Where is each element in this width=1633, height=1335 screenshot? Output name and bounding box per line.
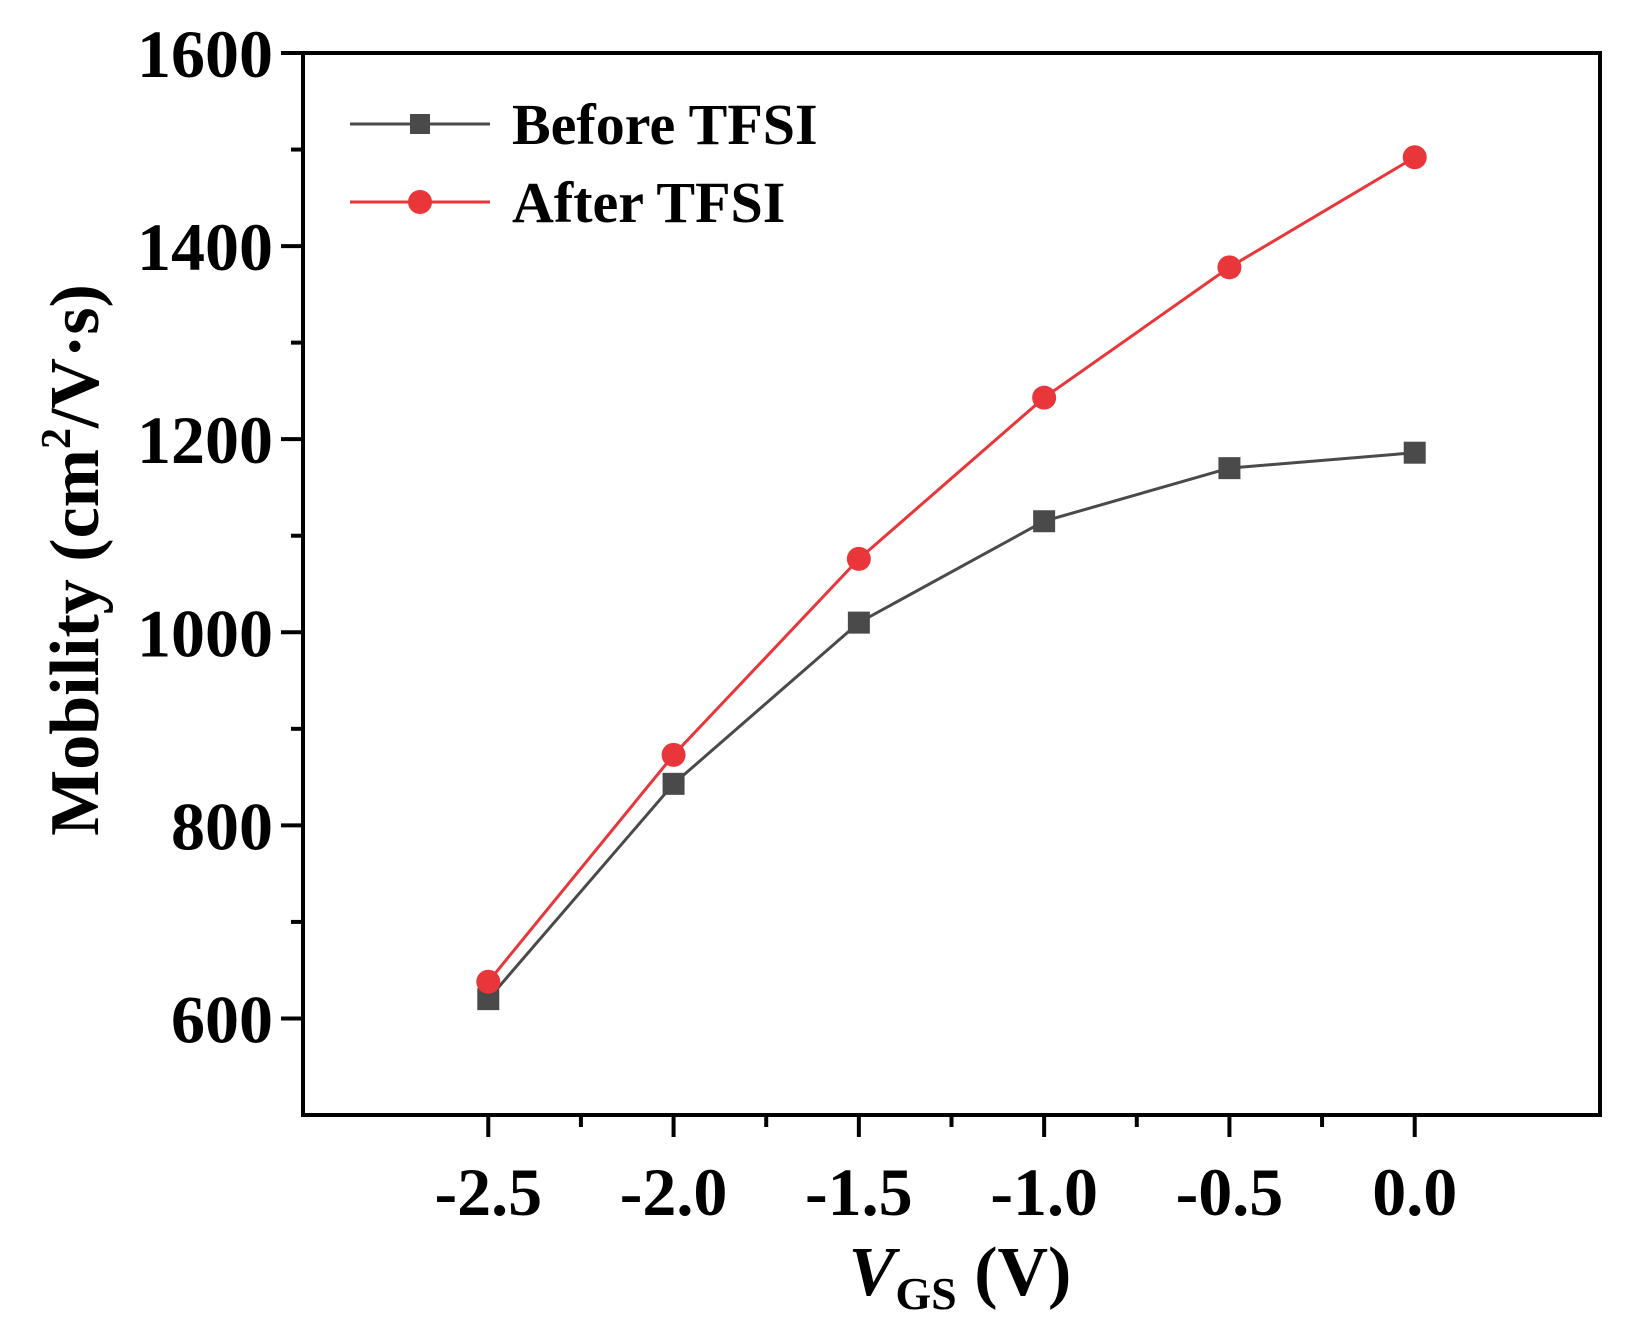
y-tick-label: 1400 bbox=[137, 209, 273, 285]
y-tick-label: 600 bbox=[171, 981, 273, 1057]
series-line-2 bbox=[487, 156, 1416, 983]
data-point-square bbox=[662, 772, 685, 795]
x-axis-label: VGS (V) bbox=[849, 1234, 1072, 1319]
data-point-circle bbox=[1032, 385, 1057, 410]
data-point-circle bbox=[476, 969, 501, 994]
legend-marker-square bbox=[410, 114, 430, 134]
data-point-square bbox=[847, 611, 870, 634]
data-point-square bbox=[477, 988, 500, 1011]
legend-label: Before TFSI bbox=[512, 92, 818, 157]
y-axis-label: Mobility (cm2/V·s) bbox=[34, 284, 114, 836]
data-point-circle bbox=[661, 742, 686, 767]
y-tick-label: 1200 bbox=[137, 402, 273, 478]
data-point-circle bbox=[846, 546, 871, 571]
ticks-layer bbox=[281, 51, 1417, 1137]
x-tick-label: -2.5 bbox=[434, 1154, 542, 1230]
legend-layer: Before TFSI After TFSI bbox=[350, 92, 818, 235]
y-tick-label: 1600 bbox=[137, 16, 273, 92]
plot-frame bbox=[301, 51, 1602, 1117]
x-tick-label: 0.0 bbox=[1372, 1154, 1457, 1230]
labels-layer: -2.5 -2.0 -1.5 -1.0 -0.5 0.0 600 800 1000 1200 140… bbox=[137, 16, 1457, 1230]
legend-label: After TFSI bbox=[512, 170, 785, 235]
legend-marker-circle bbox=[408, 190, 432, 214]
series-line-1 bbox=[487, 451, 1415, 1001]
x-tick-label: -1.5 bbox=[805, 1154, 913, 1230]
series-layer bbox=[476, 145, 1427, 1011]
x-tick-label: -1.0 bbox=[990, 1154, 1098, 1230]
data-point-circle bbox=[1402, 145, 1427, 170]
x-tick-label: -0.5 bbox=[1176, 1154, 1284, 1230]
y-tick-label: 1000 bbox=[137, 595, 273, 671]
y-tick-label: 800 bbox=[171, 788, 273, 864]
data-point-square bbox=[1033, 510, 1056, 533]
x-tick-label: -2.0 bbox=[620, 1154, 728, 1230]
data-point-square bbox=[1218, 457, 1241, 480]
data-point-square bbox=[1403, 441, 1426, 464]
data-point-circle bbox=[1217, 255, 1242, 280]
